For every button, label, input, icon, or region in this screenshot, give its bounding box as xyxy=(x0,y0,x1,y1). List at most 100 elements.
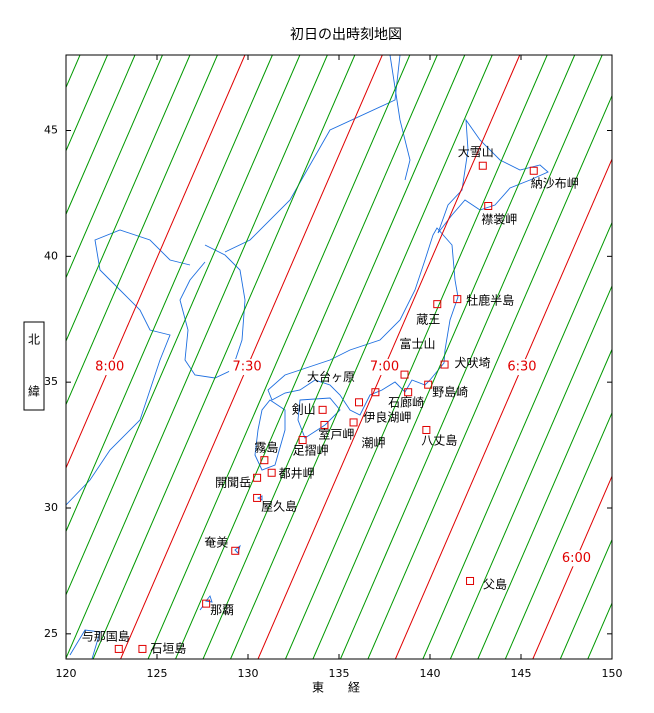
place-marker xyxy=(114,644,123,653)
place-marker xyxy=(318,405,327,414)
place-marker xyxy=(371,388,380,397)
place-marker xyxy=(484,202,493,210)
isochrone xyxy=(147,55,411,659)
isochrone-label: 7:30 xyxy=(232,360,261,375)
isochrone xyxy=(120,55,383,659)
x-tick-label: 130 xyxy=(238,667,259,680)
place-label: 襟裳岬 xyxy=(481,212,517,227)
place-label: 石廊崎 xyxy=(388,395,424,410)
place-marker xyxy=(253,473,262,482)
isochrone xyxy=(559,538,612,659)
place-marker xyxy=(267,468,276,477)
place-marker xyxy=(138,644,147,653)
coastline xyxy=(297,397,341,439)
place-marker xyxy=(478,161,487,170)
coastline xyxy=(69,629,101,659)
place-marker xyxy=(231,546,240,555)
isochrone xyxy=(202,55,466,659)
y-tick-label: 30 xyxy=(44,501,58,514)
y-tick-label: 45 xyxy=(44,124,58,137)
x-tick-label: 150 xyxy=(602,667,623,680)
place-marker xyxy=(433,300,442,309)
place-label: 八丈島 xyxy=(421,432,457,447)
place-marker xyxy=(529,166,538,175)
place-marker xyxy=(202,599,211,608)
isochrone xyxy=(66,55,108,153)
place-label: 潮岬 xyxy=(362,435,386,450)
isochrone-label: 8:00 xyxy=(95,360,124,375)
place-label: 室戸岬 xyxy=(318,426,354,441)
place-label: 屋久島 xyxy=(261,498,297,513)
coastline xyxy=(254,399,286,471)
place-marker xyxy=(453,295,462,304)
isochrone xyxy=(66,55,273,533)
isochrone xyxy=(175,55,438,659)
place-label: 犬吠埼 xyxy=(455,356,491,370)
isochrone xyxy=(285,55,548,659)
place-label: 蔵王 xyxy=(416,313,440,327)
isochrone-label: 7:00 xyxy=(370,360,399,375)
place-marker xyxy=(298,436,307,445)
place-marker xyxy=(253,493,262,502)
place-marker xyxy=(466,576,475,585)
place-label: 納沙布岬 xyxy=(531,176,579,190)
isochrone-label: 6:00 xyxy=(562,551,591,566)
place-label: 富士山 xyxy=(400,336,436,351)
y-tick-label: 40 xyxy=(44,249,58,262)
place-label: 開聞岳 xyxy=(215,475,251,489)
place-label: 都井岬 xyxy=(279,466,315,480)
isochrone xyxy=(66,55,301,596)
x-axis-label: 東 経 xyxy=(312,681,360,695)
place-marker xyxy=(349,418,358,427)
place-label: 父島 xyxy=(483,576,507,591)
isochrone xyxy=(66,55,191,343)
isochrone xyxy=(66,55,246,470)
chart-title: 初日の出時刻地図 xyxy=(290,26,402,43)
isochrone xyxy=(66,55,163,279)
isochrone-label-bg xyxy=(503,359,540,376)
isochrone xyxy=(66,55,136,216)
x-tick-label: 135 xyxy=(329,667,350,680)
isochrone xyxy=(66,55,218,406)
isochrone xyxy=(422,221,612,659)
x-tick-label: 140 xyxy=(420,667,441,680)
place-label: 那覇 xyxy=(210,603,234,617)
isochrone xyxy=(66,55,328,659)
coastline xyxy=(199,495,263,611)
place-marker xyxy=(320,420,329,429)
place-label: 奄美 xyxy=(204,535,228,549)
place-marker xyxy=(404,388,413,397)
isochrone xyxy=(367,94,612,659)
x-tick-label: 120 xyxy=(56,667,77,680)
isochrone-label-bg xyxy=(91,359,128,376)
place-label: 剣山 xyxy=(292,402,316,416)
place-marker xyxy=(424,380,433,389)
isochrone-label-bg xyxy=(229,359,266,376)
isochrone xyxy=(477,348,612,659)
place-marker xyxy=(422,425,431,434)
place-marker xyxy=(400,370,409,379)
isochrone xyxy=(257,55,521,659)
coastline xyxy=(437,118,549,234)
plot-frame xyxy=(65,54,613,660)
isochrone xyxy=(92,55,356,659)
isochrone xyxy=(394,157,612,659)
place-label: 霧島 xyxy=(254,440,278,455)
place-label: 野島崎 xyxy=(432,384,468,399)
place-label: 石垣島 xyxy=(150,640,186,655)
y-tick-label: 35 xyxy=(44,375,58,388)
isochrone xyxy=(230,55,493,659)
place-label: 大雪山 xyxy=(458,145,494,159)
place-label: 大台ヶ原 xyxy=(307,369,355,384)
isochrone xyxy=(449,284,612,659)
isochrone xyxy=(532,475,612,659)
contours xyxy=(66,55,612,659)
place-label: 与那国島 xyxy=(82,628,130,643)
isochrone-label-bg xyxy=(366,359,403,376)
place-label: 牡鹿半島 xyxy=(466,293,514,308)
x-tick-label: 125 xyxy=(147,667,168,680)
place-label: 伊良湖岬 xyxy=(363,410,411,425)
isochrone-label-bg xyxy=(558,550,595,567)
isochrone xyxy=(587,601,612,659)
